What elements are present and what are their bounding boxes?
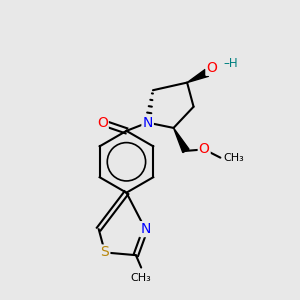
Text: CH₃: CH₃	[131, 273, 152, 284]
Text: O: O	[206, 61, 217, 75]
Text: CH₃: CH₃	[223, 153, 244, 163]
Polygon shape	[187, 69, 208, 82]
Text: N: N	[142, 116, 153, 130]
Text: –H: –H	[224, 57, 238, 70]
Text: N: N	[140, 222, 151, 236]
Text: S: S	[100, 245, 109, 260]
Polygon shape	[174, 128, 189, 153]
Text: O: O	[97, 116, 108, 130]
Text: O: O	[199, 142, 210, 156]
